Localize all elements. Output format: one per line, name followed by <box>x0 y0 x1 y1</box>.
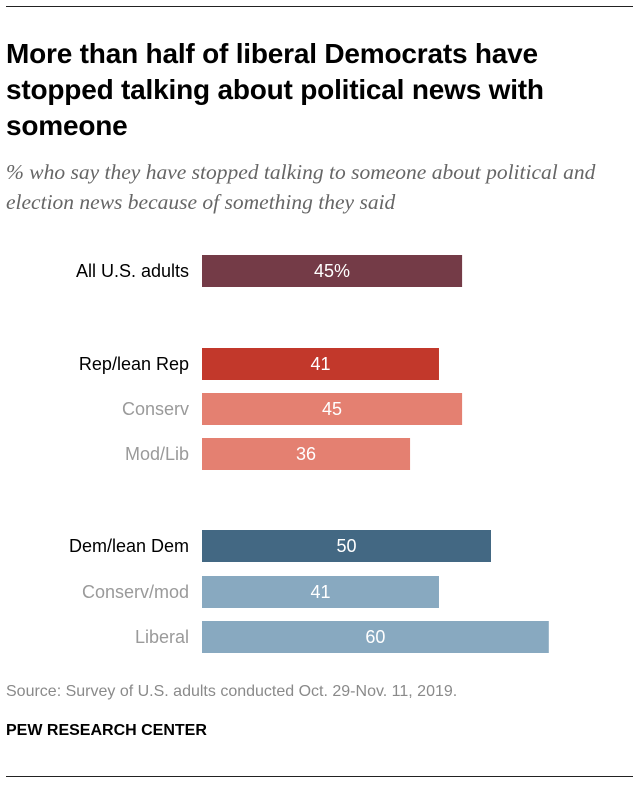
category-label-2: Conserv <box>122 399 189 419</box>
category-label-4: Dem/lean Dem <box>69 536 189 556</box>
bar-5 <box>202 576 439 608</box>
bar-0 <box>202 255 463 287</box>
bar-1 <box>202 348 439 380</box>
source-note: Source: Survey of U.S. adults conducted … <box>6 683 458 700</box>
category-label-6: Liberal <box>135 627 189 647</box>
category-label-1: Rep/lean Rep <box>79 354 189 374</box>
bar-value-label-4: 50 <box>336 536 356 556</box>
bar-chart: 45% All U.S. adults 41 Rep/lean Rep 45 Conser… <box>69 255 549 653</box>
bar-2 <box>202 393 463 425</box>
bar-3 <box>202 438 411 470</box>
bar-6 <box>202 621 549 653</box>
bar-value-label-3: 36 <box>296 444 316 464</box>
top-rule <box>6 6 633 7</box>
chart-title: More than half of liberal Democrats have… <box>6 38 544 141</box>
chart-subtitle: % who say they have stopped talking to s… <box>6 160 596 214</box>
category-label-5: Conserv/mod <box>82 582 189 602</box>
brand-logo-text: PEW RESEARCH CENTER <box>6 722 207 739</box>
bottom-rule <box>6 776 633 777</box>
category-label-3: Mod/Lib <box>125 444 189 464</box>
bar-value-label-2: 45 <box>322 399 342 419</box>
bar-value-label-6: 60 <box>365 627 385 647</box>
bars-layer: 45% All U.S. adults 41 Rep/lean Rep 45 Conser… <box>69 255 549 653</box>
bar-value-label-1: 41 <box>310 354 330 374</box>
bar-value-label-5: 41 <box>310 582 330 602</box>
bar-value-label-0: 45% <box>314 261 350 281</box>
category-label-0: All U.S. adults <box>76 261 189 281</box>
bar-4 <box>202 530 491 562</box>
